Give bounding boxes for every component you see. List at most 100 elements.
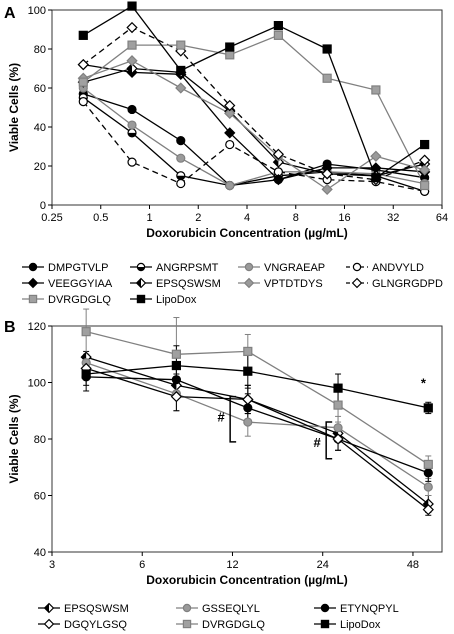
a-legend-label: DMPGTVLP: [48, 262, 109, 274]
a-series-line-veeggyiaa: [83, 63, 425, 181]
b-legend-item-gsseqlyl: GSSEQLYL: [176, 603, 260, 615]
b-y-tick-label: 40: [34, 547, 46, 559]
b-legend-item-dgqylgsq: DGQYLGSQ: [38, 618, 127, 631]
b-plot-frame: [51, 325, 443, 553]
a-x-tick-label: 0.25: [41, 212, 62, 224]
a-point-epsqswsm-half: [127, 63, 133, 74]
a-point-angrpsmt: [176, 171, 186, 181]
a-legend-label: GLNGRGDPD: [372, 278, 443, 290]
b-point-dvrgdglq: [243, 346, 253, 357]
b-legend-item-dvrgdglq: DVRGDGLQ: [176, 619, 265, 631]
b-point-lipodox: [423, 403, 433, 413]
b-legend-marker: [182, 619, 192, 629]
a-legend-marker: [28, 294, 38, 304]
b-point-etynqpyl: [423, 468, 433, 478]
a-point-glngrgdpd: [418, 154, 431, 166]
a-x-tick-label: 2: [195, 212, 201, 224]
a-point-andvyld: [127, 157, 137, 167]
a-point-lipodox: [127, 1, 137, 11]
a-legend-marker: [352, 262, 362, 272]
a-point-dvrgdglq: [225, 50, 235, 60]
a-legend-item-andvyld: ANDVYLD: [346, 262, 424, 274]
b-point-gsseqlyl: [333, 423, 343, 433]
a-legend-marker: [243, 277, 255, 289]
b-legend-label: DVRGDGLQ: [202, 619, 265, 631]
b-x-tick-label: 3: [49, 559, 55, 571]
a-point-vptdtdys: [175, 82, 187, 94]
a-point-dmpgtvlp: [127, 104, 137, 115]
a-point-andvyld: [225, 139, 235, 150]
a-y-tick-label: 40: [34, 122, 46, 134]
a-x-tick-label: 32: [387, 212, 399, 224]
b-point-lipodox: [243, 366, 253, 376]
a-legend-marker: [351, 277, 363, 289]
a-legend-marker: [27, 277, 39, 289]
a-legend-item-epsqswsm: EPSQSWSM: [130, 277, 221, 290]
b-x-tick-label: 6: [139, 559, 145, 571]
b-significance-bracket: [325, 421, 333, 460]
a-series-line-andvyld: [82, 101, 425, 192]
b-significance-bracket: [229, 395, 237, 443]
a-x-tick-label: 64: [436, 212, 448, 224]
b-x-tick-label: 12: [226, 559, 238, 571]
legend-a: DMPGTVLP ANGRPSMT VNGRAEAP ANDVYLD VEEGGYIAA…: [22, 262, 443, 306]
a-point-andvyld: [176, 178, 186, 189]
a-legend-item-angrpsmt: ANGRPSMT: [130, 262, 219, 274]
a-series-line-epsqswsm: [83, 67, 425, 177]
b-legend-marker: [320, 603, 330, 613]
a-point-glngrgdpd: [77, 58, 89, 71]
a-point-dvrgdglq: [78, 77, 88, 87]
a-point-lipodox: [420, 139, 430, 150]
a-x-tick-label: 16: [338, 212, 350, 224]
b-legend-item-lipodox: LipoDox: [314, 619, 381, 631]
a-legend-label: ANGRPSMT: [156, 262, 219, 274]
a-point-vptdtdys: [126, 55, 138, 67]
b-annotation: #: [218, 409, 226, 424]
a-point-andvyld: [78, 97, 88, 107]
b-legend-marker: [182, 603, 192, 613]
a-legend-item-vptdtdys: VPTDTDYS: [238, 277, 323, 290]
b-series-line-gsseqlyl: [85, 362, 429, 488]
b-point-etynqpyl: [171, 375, 181, 385]
b-point-dvrgdglq: [423, 459, 433, 470]
a-point-glngrgdpd: [224, 99, 236, 112]
b-point-lipodox: [333, 383, 343, 393]
a-legend-label: VNGRAEAP: [264, 262, 325, 274]
a-point-dvrgdglq: [322, 73, 332, 83]
a-x-axis-title: Doxorubicin Concentration (µg/mL): [146, 226, 348, 240]
a-point-angrpsmt-half: [128, 132, 137, 137]
b-annotation: *: [421, 376, 427, 391]
a-y-tick-label: 20: [34, 161, 46, 173]
b-x-axis-title: Doxorubicin Concentration (µg/mL): [146, 573, 348, 587]
a-legend-label: EPSQSWSM: [156, 278, 221, 290]
a-point-veeggyiaa: [224, 127, 236, 139]
a-y-tick-label: 0: [40, 200, 46, 212]
panel-b-label: B: [4, 319, 16, 336]
a-legend-marker: [136, 262, 146, 272]
a-point-vngraeap: [127, 120, 137, 130]
a-series-line-dmpgtvlp: [83, 93, 425, 187]
a-point-glngrgdpd: [272, 148, 285, 160]
b-series-line-lipodox: [86, 364, 429, 409]
a-point-epsqswsm: [126, 62, 138, 75]
a-series-line-dvrgdglq: [82, 34, 426, 186]
b-legend-marker: [43, 618, 55, 630]
b-legend-label: LipoDox: [340, 619, 381, 631]
a-series-line-lipodox: [82, 5, 425, 179]
b-point-dgqylgsq: [242, 393, 254, 406]
a-legend-marker: [28, 262, 38, 272]
a-legend-marker: [135, 277, 147, 289]
b-point-lipodox: [171, 360, 181, 371]
a-point-vngraeap: [225, 180, 235, 191]
a-series-line-vptdtdys: [83, 59, 425, 191]
b-point-gsseqlyl: [423, 482, 433, 492]
b-series-line-dgqylgsq: [86, 367, 429, 511]
b-legend-marker: [43, 602, 55, 614]
b-point-dvrgdglq: [81, 327, 91, 337]
b-annotation: #: [314, 435, 322, 450]
b-point-lipodox: [81, 369, 91, 379]
a-x-tick-label: 8: [293, 212, 299, 224]
b-y-tick-label: 80: [34, 434, 46, 446]
a-legend-item-veeggyiaa: VEEGGYIAA: [22, 277, 113, 290]
b-legend-label: DGQYLGSQ: [64, 619, 127, 631]
